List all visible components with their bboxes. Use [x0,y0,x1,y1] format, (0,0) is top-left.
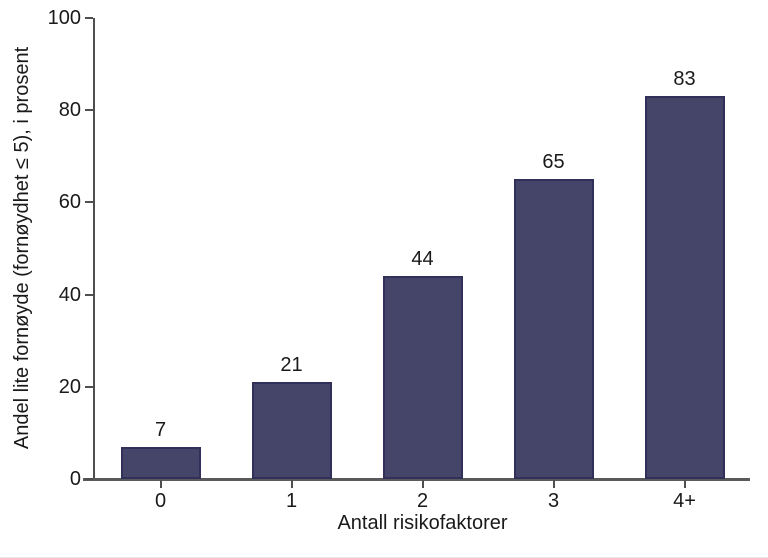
x-axis-title: Antall risikofaktorer [337,512,508,534]
x-tick-mark [552,480,555,488]
bar-4+ [644,96,725,479]
y-tick-label: 40 [58,283,81,306]
y-tick-mark [85,293,93,296]
x-tick-label: 1 [285,490,298,512]
y-tick-mark [85,17,93,19]
y-tick-label: 80 [58,99,81,122]
x-tick-label: 3 [547,490,560,512]
bar-value-label: 44 [411,248,434,271]
y-tick-label: 20 [58,375,81,398]
x-tick-label: 2 [416,490,429,512]
y-tick-mark [85,201,93,204]
y-tick-mark [85,109,93,112]
x-tick-mark [421,480,424,488]
y-tick-label: 60 [58,191,81,214]
x-tick-label: 0 [154,490,167,512]
bar-value-label: 65 [542,151,565,174]
bar-0 [120,446,201,479]
bar-2 [382,276,463,479]
y-tick-label: 100 [47,7,81,29]
y-axis-line [93,18,95,480]
y-tick-mark [85,385,93,388]
bar-3 [513,179,594,479]
plot-area: Antall risikofaktorer 0 20 40 60 80 100 7 0 21 1 4… [48,7,750,534]
bar-1 [251,382,332,479]
y-axis-title: Andel lite fornøyde (fornøydhet ≤ 5), i … [11,46,33,450]
x-tick-mark [290,480,293,488]
x-tick-mark [683,480,686,488]
bar-value-label: 21 [280,354,303,377]
y-tick-mark [85,478,93,480]
x-tick-label: 4+ [673,490,696,512]
x-tick-mark [159,480,162,488]
bar-value-label: 83 [673,68,696,91]
bar-value-label: 7 [154,418,167,441]
x-axis-line [83,478,750,481]
y-tick-label: 0 [69,468,81,490]
